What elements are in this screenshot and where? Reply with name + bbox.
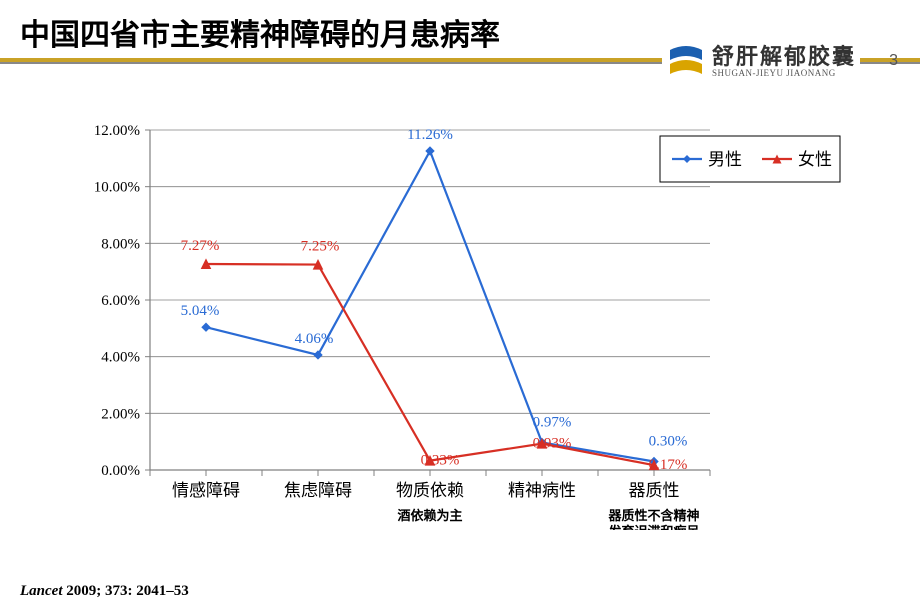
brand-name-cn: 舒肝解郁胶囊 <box>712 46 856 68</box>
svg-text:12.00%: 12.00% <box>94 123 140 139</box>
svg-text:7.25%: 7.25% <box>301 239 340 255</box>
svg-text:发育迟滞和痴呆: 发育迟滞和痴呆 <box>607 524 700 530</box>
svg-text:6.00%: 6.00% <box>101 293 140 309</box>
slide-title: 中国四省市主要精神障碍的月患病率 <box>20 10 500 54</box>
svg-text:8.00%: 8.00% <box>101 236 140 252</box>
svg-text:器质性不含精神: 器质性不含精神 <box>607 508 699 523</box>
svg-text:0.30%: 0.30% <box>649 434 688 450</box>
svg-text:男性: 男性 <box>708 150 742 169</box>
svg-text:焦虑障碍: 焦虑障碍 <box>284 481 352 500</box>
svg-text:器质性: 器质性 <box>629 481 680 500</box>
svg-text:4.06%: 4.06% <box>295 331 334 347</box>
citation-ref: 2009; 373: 2041–53 <box>63 583 189 599</box>
svg-text:0.33%: 0.33% <box>421 453 460 469</box>
svg-text:2.00%: 2.00% <box>101 406 140 422</box>
svg-text:0.97%: 0.97% <box>533 415 572 431</box>
brand-name-en: SHUGAN-JIEYU JIAONANG <box>712 68 856 79</box>
svg-text:0.00%: 0.00% <box>101 463 140 479</box>
line-chart: 0.00% 2.00% 4.00% 6.00% 8.00% 10.00% 12.00% 情感障… <box>70 110 860 530</box>
svg-text:酒依赖为主: 酒依赖为主 <box>397 508 462 523</box>
brand-logo-text: 舒肝解郁胶囊 SHUGAN-JIEYU JIAONANG <box>712 46 856 79</box>
svg-text:0.17%: 0.17% <box>649 457 688 473</box>
svg-text:情感障碍: 情感障碍 <box>172 481 240 500</box>
brand-logo-mark <box>666 42 706 82</box>
svg-text:0.93%: 0.93% <box>533 436 572 452</box>
svg-text:女性: 女性 <box>798 150 832 169</box>
svg-text:11.26%: 11.26% <box>407 127 453 143</box>
citation-journal: Lancet <box>20 583 63 599</box>
brand-logo: 舒肝解郁胶囊 SHUGAN-JIEYU JIAONANG <box>662 40 860 84</box>
citation: Lancet 2009; 373: 2041–53 <box>20 583 189 600</box>
slide: 中国四省市主要精神障碍的月患病率 舒肝解郁胶囊 SHUGAN-JIEYU JIA… <box>0 0 920 614</box>
page-number: 3 <box>889 52 898 70</box>
svg-text:4.00%: 4.00% <box>101 350 140 366</box>
svg-text:5.04%: 5.04% <box>181 303 220 319</box>
svg-text:7.27%: 7.27% <box>181 238 220 254</box>
svg-text:精神病性: 精神病性 <box>508 481 576 500</box>
svg-text:10.00%: 10.00% <box>94 180 140 196</box>
svg-text:物质依赖: 物质依赖 <box>396 481 464 500</box>
